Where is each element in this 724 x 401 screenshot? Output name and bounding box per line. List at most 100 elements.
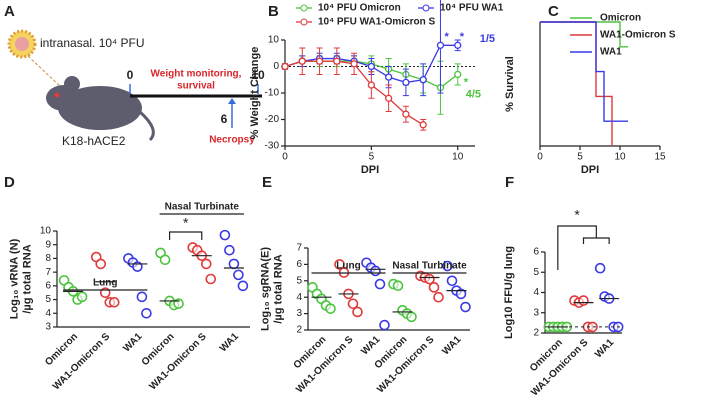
y-tick-label: 4 xyxy=(296,292,302,303)
data-point xyxy=(141,307,152,319)
legend-label: 10⁴ PFU WA1-Omicron S xyxy=(318,17,436,28)
data-point xyxy=(379,319,390,331)
significance-bracket xyxy=(557,225,610,270)
mouse-icon xyxy=(46,76,155,142)
y-axis-label: Log₁₀ vRNA (N) xyxy=(8,238,20,319)
x-tick-label: WA1 xyxy=(218,331,241,354)
data-point xyxy=(436,41,445,49)
x-axis-label: DPI xyxy=(361,164,379,176)
y-tick-label: 7 xyxy=(296,243,302,254)
y-tick-label: 3 xyxy=(296,308,302,319)
y-tick-label: 5 xyxy=(45,294,51,305)
x-tick-label: 0 xyxy=(282,152,288,163)
group-label: Nasal Turbinate xyxy=(392,261,467,272)
x-tick-label: WA1-Omicron S xyxy=(148,331,209,392)
annotation: * xyxy=(444,31,449,43)
y-tick-label: 6 xyxy=(296,259,302,270)
data-point xyxy=(367,81,376,89)
route-text: intranasal. 10⁴ PFU xyxy=(40,36,145,50)
monitoring-text: survival xyxy=(177,81,215,92)
data-point xyxy=(454,41,462,49)
y-tick-label: -20 xyxy=(265,114,280,125)
data-point xyxy=(237,280,249,292)
data-point xyxy=(367,62,376,71)
y-tick-label: 8 xyxy=(45,253,51,264)
data-point xyxy=(419,76,427,84)
arrow-head xyxy=(228,98,236,104)
x-tick-label: 0 xyxy=(537,152,543,163)
x-tick-label: WA1 xyxy=(359,334,382,357)
data-point xyxy=(205,273,217,285)
x-tick-label: 5 xyxy=(577,152,583,163)
group-label: Nasal Turbinate xyxy=(165,202,240,213)
y-tick-label: 2 xyxy=(296,325,302,336)
data-point xyxy=(442,260,453,272)
panel-b: B -30 -20 -10 0 10 0 5 10 DPI % Weight Change 10⁴ P… xyxy=(249,0,504,176)
data-point xyxy=(406,311,417,323)
data-point xyxy=(384,94,393,102)
monitoring-text: Weight monitoring, xyxy=(151,69,242,80)
annotation: 4/5 xyxy=(466,88,481,100)
data-point xyxy=(402,110,410,118)
panel-letter: B xyxy=(268,3,279,20)
y-tick-label: 4 xyxy=(45,308,51,319)
legend-label: 10⁴ PFU WA1 xyxy=(440,3,504,14)
x-tick-label: WA1 xyxy=(121,331,144,354)
data-point xyxy=(392,280,404,292)
data-point xyxy=(374,278,386,290)
x-axis-label: DPI xyxy=(581,164,599,176)
legend-label: WA1-Omicron S xyxy=(600,30,676,41)
data-point xyxy=(200,258,212,270)
panel-letter: C xyxy=(548,3,559,20)
survival-line xyxy=(540,21,628,122)
x-tick-label: WA1 xyxy=(440,334,463,357)
data-point xyxy=(334,259,345,270)
day-start: 0 xyxy=(127,68,134,82)
y-axis-label: Log₁₀ sgRNA(E) xyxy=(259,247,271,331)
virus-icon xyxy=(7,29,37,59)
panel-letter: F xyxy=(505,174,514,191)
x-tick-label: 10 xyxy=(614,152,626,163)
data-point xyxy=(347,298,359,310)
necropsy-text: Necropsy xyxy=(209,135,255,146)
data-point xyxy=(594,262,606,274)
data-point xyxy=(333,57,341,65)
data-point xyxy=(108,297,120,308)
data-point xyxy=(424,273,435,285)
annotation: * xyxy=(460,31,465,43)
y-axis-label: % Weight Change xyxy=(249,47,261,140)
data-point xyxy=(281,62,289,71)
data-point xyxy=(384,73,393,81)
significance: * xyxy=(183,215,189,231)
data-point xyxy=(402,78,410,87)
legend-label: WA1 xyxy=(600,47,622,58)
y-tick-label: -30 xyxy=(265,141,280,152)
y-tick-label: 4 xyxy=(533,287,539,298)
data-point xyxy=(454,70,462,79)
y-tick-label: 9 xyxy=(45,239,51,250)
data-point xyxy=(352,306,363,318)
annotation: 1/5 xyxy=(480,33,495,45)
legend-marker xyxy=(300,4,308,12)
y-tick-label: 3 xyxy=(45,322,51,333)
x-tick-label: 10 xyxy=(452,152,464,163)
data-point xyxy=(315,57,324,65)
y-tick-label: 3 xyxy=(533,307,539,318)
data-point xyxy=(136,291,148,303)
route-line xyxy=(27,55,63,89)
x-tick-label: 15 xyxy=(654,152,666,163)
data-point xyxy=(159,254,171,266)
x-tick-label: WA1 xyxy=(593,337,616,360)
data-point xyxy=(219,229,231,241)
y-tick-label: -10 xyxy=(265,88,280,99)
y-tick-label: 5 xyxy=(533,267,539,278)
y-axis-label: /µg total RNA xyxy=(272,254,284,323)
x-tick-label: WA1-Omicron S xyxy=(51,331,112,392)
legend-label: 10⁴ PFU Omicron xyxy=(318,3,401,14)
legend-label: Omicron xyxy=(600,13,641,24)
data-point xyxy=(325,303,336,314)
y-axis-label: Log10 FFU/g lung xyxy=(503,246,515,339)
